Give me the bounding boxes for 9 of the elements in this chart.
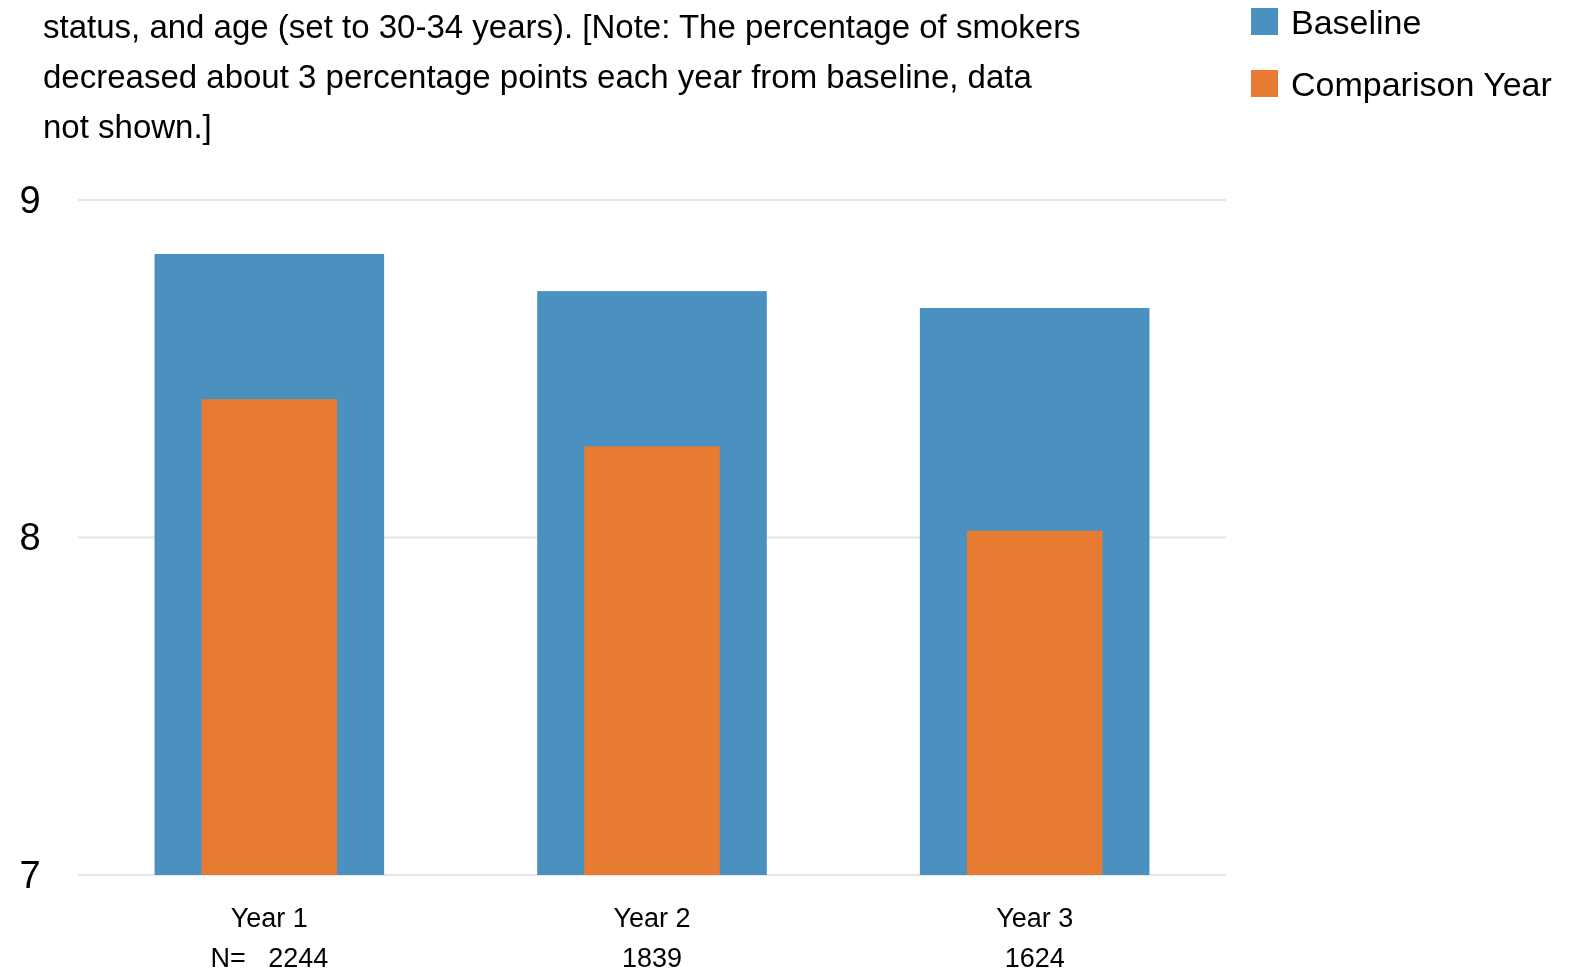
x-tick-label: Year 3 1624 — [996, 903, 1074, 973]
y-tick-label: 8 — [19, 516, 41, 559]
legend-label: Baseline — [1291, 3, 1422, 41]
y-tick-label: 9 — [19, 178, 41, 221]
chart-subtitle: status, and age (set to 30-34 years). [Note: The percentage of smokers decreased about 3 percentage points each year from baseline, data not shown.] — [43, 8, 1081, 145]
x-tick-label: Year 2 1839 — [613, 903, 691, 973]
legend-label: Comparison Year — [1291, 65, 1552, 103]
y-tick-label: 7 — [19, 853, 41, 896]
x-tick-label: Year 1 N= 2244 — [210, 903, 329, 973]
